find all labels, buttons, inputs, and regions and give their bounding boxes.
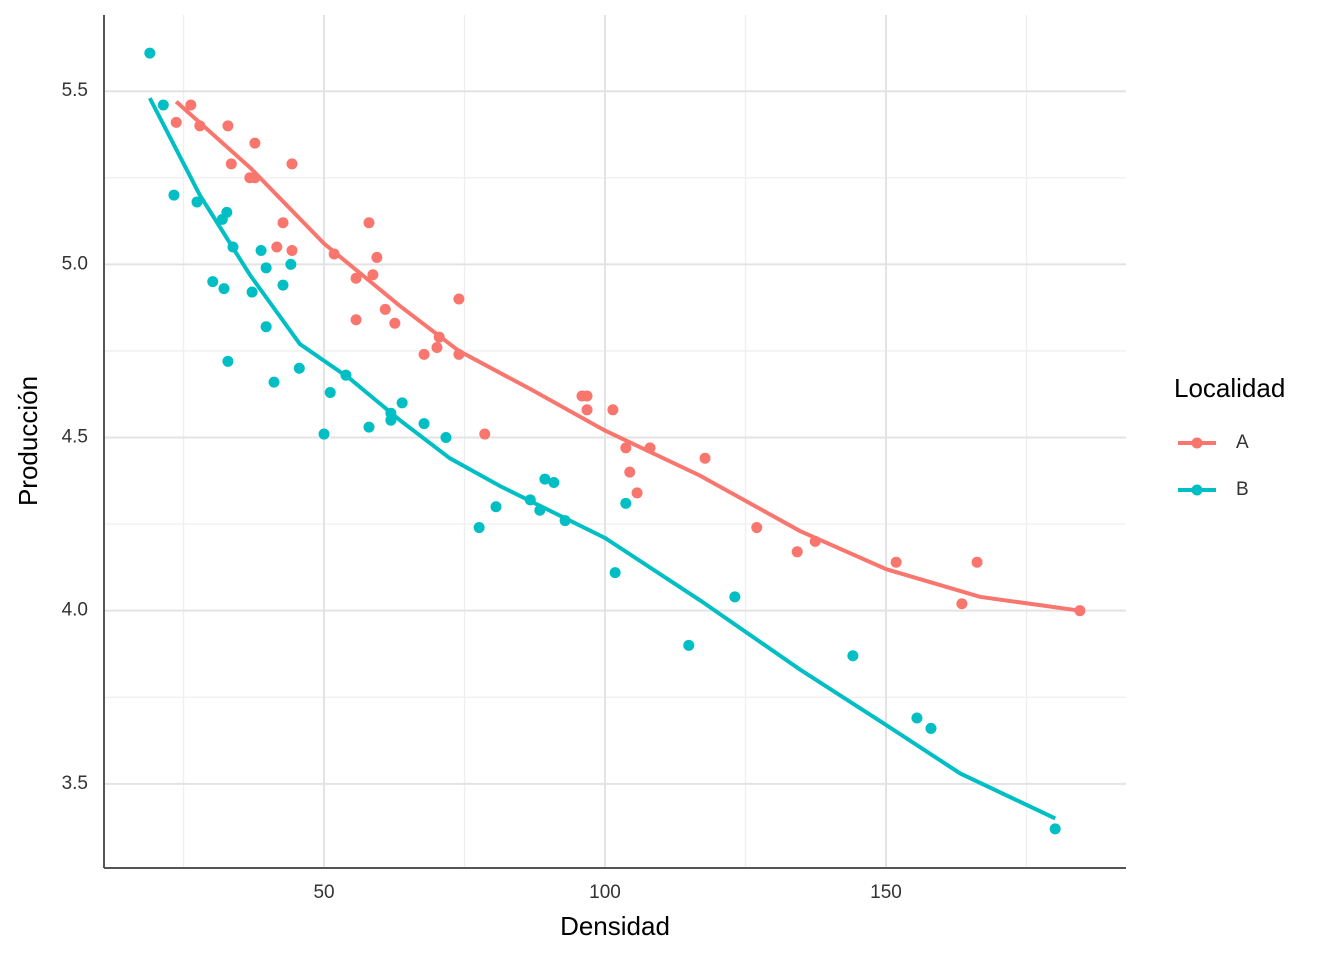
point bbox=[367, 269, 379, 281]
point bbox=[524, 494, 536, 506]
point bbox=[286, 245, 298, 257]
legend-label: B bbox=[1236, 479, 1249, 500]
marks bbox=[144, 47, 1086, 835]
point bbox=[227, 241, 239, 253]
point bbox=[433, 331, 445, 343]
point bbox=[956, 598, 968, 610]
point bbox=[418, 418, 430, 430]
point bbox=[1074, 605, 1086, 617]
point bbox=[607, 404, 619, 416]
point bbox=[925, 722, 937, 734]
point bbox=[809, 535, 821, 547]
point bbox=[534, 504, 546, 516]
legend-label: A bbox=[1236, 432, 1249, 453]
point bbox=[453, 293, 465, 305]
y-tick-label: 5.5 bbox=[62, 80, 88, 101]
point bbox=[144, 47, 156, 59]
point bbox=[620, 497, 632, 509]
y-axis-title: Producción bbox=[13, 376, 43, 506]
point bbox=[260, 262, 272, 274]
point bbox=[216, 213, 228, 225]
point bbox=[609, 567, 621, 579]
point bbox=[255, 245, 267, 257]
legend-point bbox=[1191, 484, 1203, 496]
point bbox=[363, 217, 375, 229]
point bbox=[207, 276, 219, 288]
point bbox=[350, 314, 362, 326]
point bbox=[490, 501, 502, 513]
point bbox=[559, 515, 571, 527]
point bbox=[581, 390, 593, 402]
point bbox=[539, 473, 551, 485]
point bbox=[324, 386, 336, 398]
point bbox=[791, 546, 803, 558]
point bbox=[683, 639, 695, 651]
point bbox=[473, 522, 485, 534]
y-tick-label: 3.5 bbox=[62, 773, 88, 794]
smooth-line bbox=[174, 100, 1081, 613]
point bbox=[644, 442, 656, 454]
point bbox=[194, 120, 206, 132]
point bbox=[453, 348, 465, 360]
point bbox=[185, 99, 197, 111]
point bbox=[340, 369, 352, 381]
point bbox=[620, 442, 632, 454]
y-tick-label: 4.5 bbox=[62, 427, 88, 448]
point bbox=[751, 522, 763, 534]
point bbox=[249, 172, 261, 184]
point bbox=[729, 591, 741, 603]
point bbox=[222, 355, 234, 367]
point bbox=[157, 99, 169, 111]
point bbox=[268, 376, 280, 388]
point bbox=[328, 248, 340, 260]
smooth-line bbox=[148, 97, 1057, 821]
point bbox=[581, 404, 593, 416]
point bbox=[389, 317, 401, 329]
point bbox=[431, 341, 443, 353]
point bbox=[363, 421, 375, 433]
point bbox=[246, 286, 258, 298]
point bbox=[440, 432, 452, 444]
x-tick-label: 100 bbox=[589, 882, 621, 903]
point bbox=[385, 414, 397, 426]
point bbox=[271, 241, 283, 253]
point bbox=[218, 283, 230, 295]
point bbox=[890, 556, 902, 568]
point bbox=[293, 362, 305, 374]
point bbox=[222, 120, 234, 132]
point bbox=[396, 397, 408, 409]
point bbox=[191, 196, 203, 208]
point bbox=[911, 712, 923, 724]
point bbox=[699, 452, 711, 464]
point bbox=[624, 466, 636, 478]
point bbox=[277, 217, 289, 229]
point bbox=[350, 272, 362, 284]
point bbox=[168, 189, 180, 201]
x-tick-label: 50 bbox=[313, 882, 334, 903]
point bbox=[225, 158, 237, 170]
x-axis-title: Densidad bbox=[560, 911, 670, 941]
point bbox=[418, 348, 430, 360]
y-tick-label: 5.0 bbox=[62, 253, 88, 274]
y-tick-label: 4.0 bbox=[62, 600, 88, 621]
point bbox=[170, 116, 182, 128]
point bbox=[249, 137, 261, 149]
point bbox=[1049, 823, 1061, 835]
point bbox=[260, 321, 272, 333]
point bbox=[631, 487, 643, 499]
point bbox=[285, 258, 297, 270]
point bbox=[379, 303, 391, 315]
point bbox=[971, 556, 983, 568]
point bbox=[548, 477, 560, 489]
point bbox=[318, 428, 330, 440]
legend-point bbox=[1191, 437, 1203, 449]
point bbox=[371, 251, 383, 263]
x-tick-label: 150 bbox=[870, 882, 902, 903]
point bbox=[847, 650, 859, 662]
point bbox=[286, 158, 298, 170]
point bbox=[479, 428, 491, 440]
legend-title: Localidad bbox=[1174, 373, 1285, 403]
point bbox=[277, 279, 289, 291]
